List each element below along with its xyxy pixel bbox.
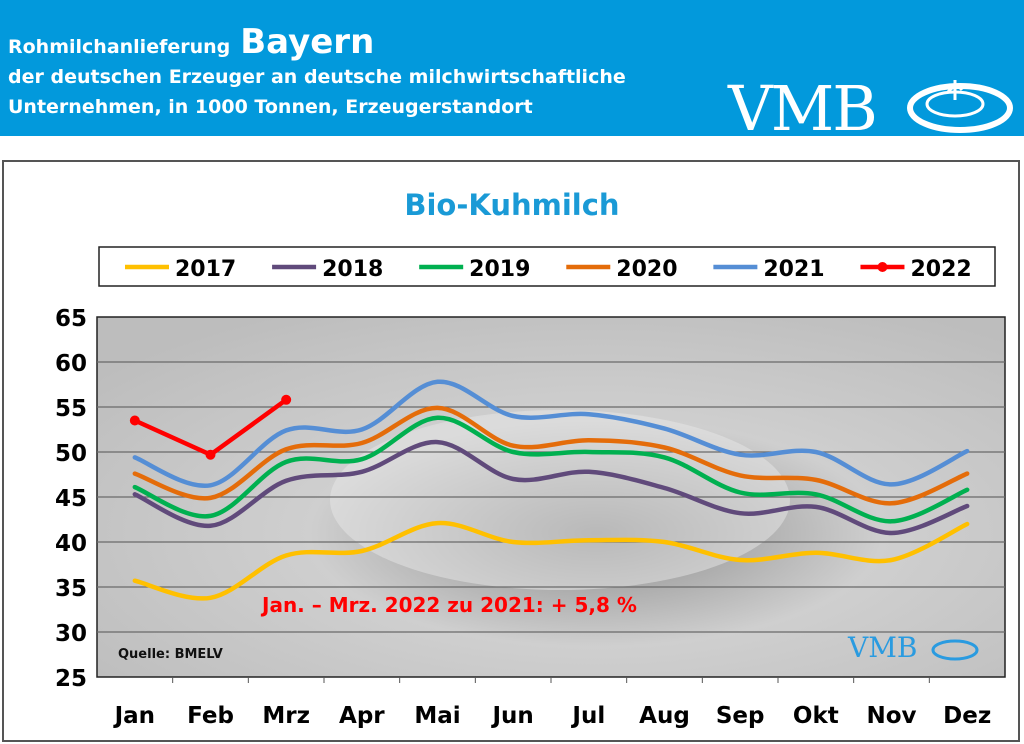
vmb-logo-swirl-icon bbox=[907, 80, 1013, 133]
header-banner: Rohmilchanlieferung Bayern der deutschen … bbox=[0, 0, 1024, 145]
y-tick-label: 40 bbox=[55, 531, 87, 557]
y-tick-label: 30 bbox=[55, 621, 87, 647]
series-line-2019 bbox=[132, 415, 970, 524]
legend-box bbox=[98, 246, 996, 287]
legend-label-2020: 2020 bbox=[616, 257, 677, 282]
legend-label-2022: 2022 bbox=[910, 257, 971, 282]
y-tick-label: 50 bbox=[55, 441, 87, 467]
header-line-3: Unternehmen, in 1000 Tonnen, Erzeugersta… bbox=[8, 96, 533, 118]
legend-label-2019: 2019 bbox=[469, 257, 530, 282]
series-line-2017 bbox=[132, 520, 970, 601]
vmb-small-logo: VMB bbox=[847, 631, 979, 664]
x-tick-label: Mai bbox=[414, 703, 460, 729]
annotation-text: Jan. – Mrz. 2022 zu 2021: + 5,8 % bbox=[260, 593, 637, 617]
header-region: Bayern bbox=[240, 22, 375, 62]
data-point-2022 bbox=[281, 394, 292, 405]
x-tick-label: Sep bbox=[716, 703, 765, 729]
legend-label-2017: 2017 bbox=[175, 257, 236, 282]
x-tick-label: Jan bbox=[113, 703, 155, 729]
y-tick-label: 25 bbox=[55, 666, 87, 692]
header-prefix: Rohmilchanlieferung bbox=[8, 36, 231, 58]
legend-label-2021: 2021 bbox=[763, 257, 824, 282]
x-tick-label: Nov bbox=[866, 703, 916, 729]
header-line-2: der deutschen Erzeuger an deutsche milch… bbox=[8, 66, 626, 88]
x-tick-label: Dez bbox=[943, 703, 991, 729]
legend-label-2018: 2018 bbox=[322, 257, 383, 282]
data-point-2022 bbox=[129, 415, 140, 426]
svg-text:VMB: VMB bbox=[847, 631, 917, 664]
x-tick-label: Jul bbox=[570, 703, 605, 729]
y-tick-label: 65 bbox=[55, 306, 87, 332]
data-point-2022 bbox=[205, 449, 216, 460]
x-tick-label: Aug bbox=[639, 703, 690, 729]
header-line-1: Rohmilchanlieferung Bayern bbox=[8, 22, 374, 62]
x-tick-label: Mrz bbox=[262, 703, 310, 729]
y-tick-label: 45 bbox=[55, 486, 87, 512]
series-line-2020 bbox=[132, 405, 970, 506]
x-tick-label: Feb bbox=[187, 703, 234, 729]
x-tick-label: Apr bbox=[339, 703, 385, 729]
source-label: Quelle: BMELV bbox=[118, 647, 223, 662]
vmb-logo: VMB bbox=[728, 72, 878, 145]
series-line-2018 bbox=[132, 439, 970, 536]
x-tick-label: Okt bbox=[793, 703, 839, 729]
y-tick-label: 60 bbox=[55, 351, 87, 377]
series-line-2021 bbox=[132, 379, 970, 488]
y-tick-label: 55 bbox=[55, 396, 87, 422]
chart-title: Bio-Kuhmilch bbox=[404, 188, 620, 222]
legend-marker-2022 bbox=[877, 262, 888, 272]
x-tick-label: Jun bbox=[491, 703, 534, 729]
y-tick-label: 35 bbox=[55, 576, 87, 602]
